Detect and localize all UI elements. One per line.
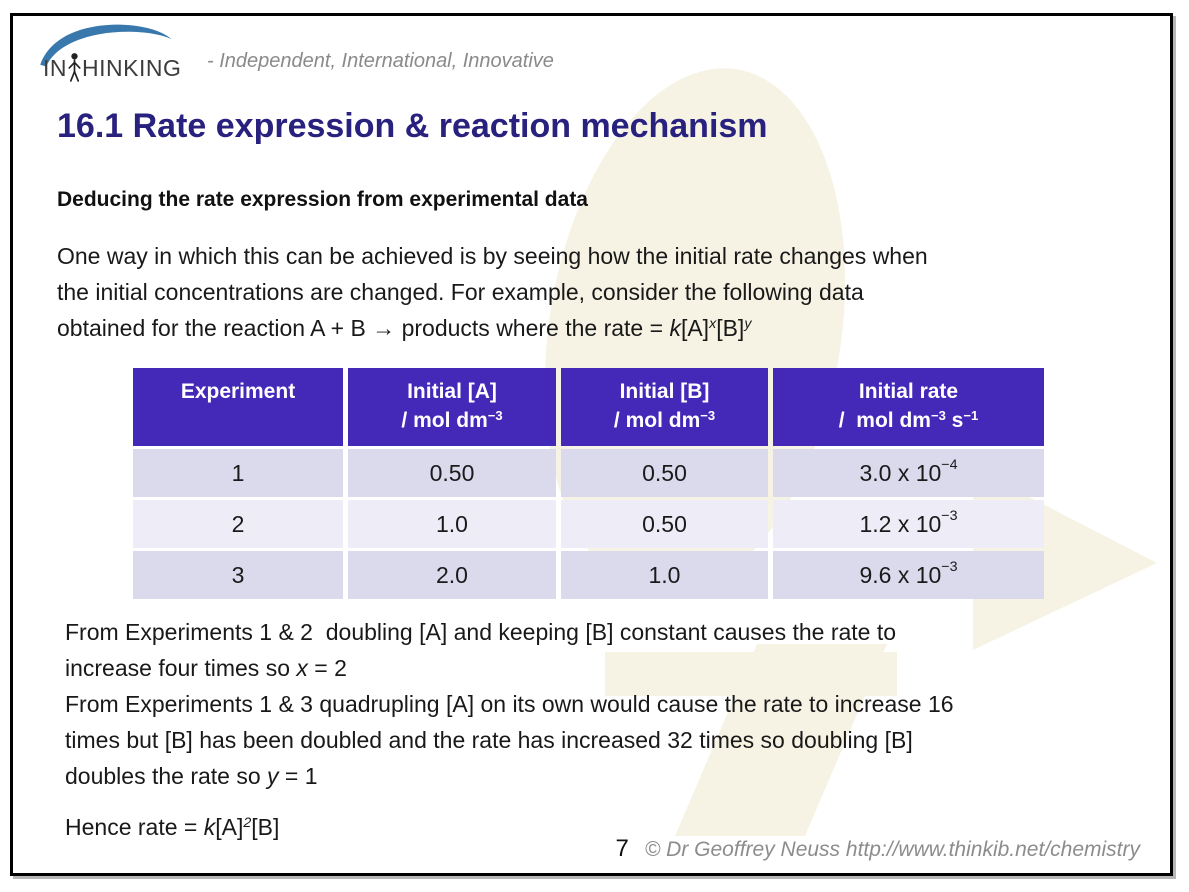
logo-tagline: - Independent, International, Innovative bbox=[207, 50, 554, 72]
text-line: the initial concentrations are changed. … bbox=[57, 279, 864, 305]
text-line: doubles the rate so y = 1 bbox=[65, 763, 318, 789]
table-cell: 2.0 bbox=[348, 551, 556, 599]
table-cell: 0.50 bbox=[561, 500, 768, 548]
table-header-cell: Initial [B] / mol dm−3 bbox=[561, 368, 768, 446]
logo-swoosh-icon bbox=[40, 24, 172, 67]
slide-title: 16.1 Rate expression & reaction mechanis… bbox=[57, 107, 768, 145]
text-line: One way in which this can be achieved is… bbox=[57, 243, 928, 269]
footer: 7 © Dr Geoffrey Neuss http://www.thinkib… bbox=[616, 835, 1141, 863]
table-cell: 1.0 bbox=[348, 500, 556, 548]
conclusion-line: Hence rate = k[A]2[B] bbox=[65, 814, 280, 840]
text-line: times but [B] has been doubled and the r… bbox=[65, 727, 913, 753]
logo-wordmark: IN HINKING bbox=[43, 48, 182, 82]
slide-subtitle: Deducing the rate expression from experi… bbox=[57, 188, 588, 211]
table-cell: 1.2 x 10 −3 bbox=[773, 500, 1044, 548]
table-header-cell: Initial [A] / mol dm−3 bbox=[348, 368, 556, 446]
copyright-text: © Dr Geoffrey Neuss http://www.thinkib.n… bbox=[644, 838, 1140, 861]
brand-logo: IN HINKING - Independent, International,… bbox=[29, 20, 689, 86]
logo-word-start: IN bbox=[43, 55, 67, 81]
page-number: 7 bbox=[615, 835, 629, 862]
text-line: obtained for the reaction A + B → produc… bbox=[57, 315, 752, 341]
text-line: From Experiments 1 & 2 doubling [A] and … bbox=[65, 619, 897, 645]
text-line: increase four times so x = 2 bbox=[65, 655, 347, 681]
table-cell: 1 bbox=[133, 449, 343, 497]
logo-word-end: HINKING bbox=[82, 55, 182, 81]
table-cell: 2 bbox=[133, 500, 343, 548]
table-header-cell: Experiment bbox=[133, 368, 343, 446]
text-line: From Experiments 1 & 3 quadrupling [A] o… bbox=[65, 691, 954, 717]
table-cell: 3 bbox=[133, 551, 343, 599]
slide: IN HINKING - Independent, International,… bbox=[10, 13, 1173, 876]
table-cell: 0.50 bbox=[561, 449, 768, 497]
intro-paragraph: One way in which this can be achieved is… bbox=[57, 238, 1137, 346]
table-cell: 0.50 bbox=[348, 449, 556, 497]
data-table: Experiment Initial [A] / mol dm−3 Initial [… bbox=[133, 368, 1044, 599]
deduction-text: From Experiments 1 & 2 doubling [A] and … bbox=[65, 614, 1160, 794]
logo-person-icon bbox=[68, 53, 81, 82]
table-cell: 9.6 x 10 −3 bbox=[773, 551, 1044, 599]
table-header-cell: Initial rate / mol dm−3 s−1 bbox=[773, 368, 1044, 446]
table-cell: 1.0 bbox=[561, 551, 768, 599]
table-cell: 3.0 x 10 −4 bbox=[773, 449, 1044, 497]
